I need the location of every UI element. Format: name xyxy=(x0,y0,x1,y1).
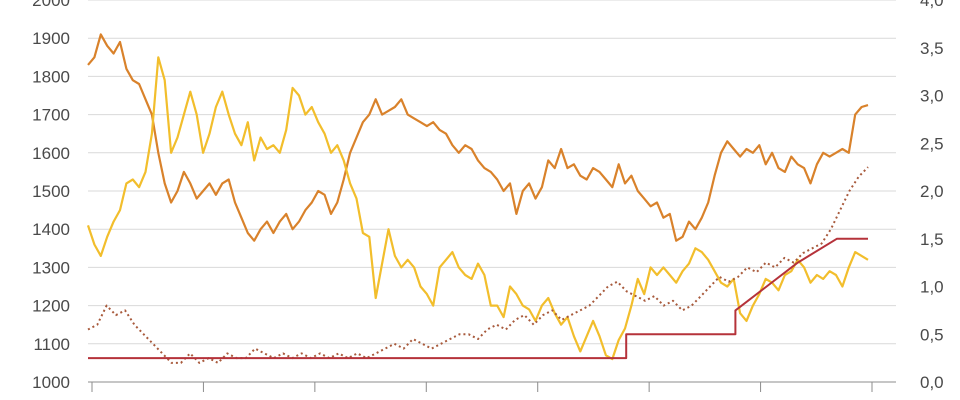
series-line-1 xyxy=(87,33,869,242)
left-tick-label: 1700 xyxy=(32,106,70,125)
left-tick-label: 1000 xyxy=(32,373,70,392)
right-axis-tick-labels: 0,0 0,5 1,0 1,5 2,0 2,5 3,0 3,5 4,0 xyxy=(920,0,944,392)
right-tick-label: 1,5 xyxy=(920,230,944,249)
right-tick-label: 2,0 xyxy=(920,182,944,201)
left-tick-label: 1400 xyxy=(32,220,70,239)
series-lines xyxy=(86,33,869,364)
right-tick-label: 4,0 xyxy=(920,0,944,10)
right-tick-label: 0,5 xyxy=(920,325,944,344)
left-tick-label: 1500 xyxy=(32,182,70,201)
left-tick-label: 1100 xyxy=(33,335,70,354)
left-tick-label: 1600 xyxy=(32,144,70,163)
right-tick-label: 3,0 xyxy=(920,87,944,106)
left-tick-label: 1800 xyxy=(32,67,70,86)
left-tick-label: 1300 xyxy=(32,258,70,277)
right-tick-label: 3,5 xyxy=(920,39,944,58)
series-line-2 xyxy=(86,56,869,361)
x-axis xyxy=(88,381,896,392)
series-line-3 xyxy=(87,166,869,364)
right-tick-label: 2,5 xyxy=(920,134,944,153)
left-tick-label: 2000 xyxy=(32,0,70,10)
right-tick-label: 0,0 xyxy=(920,373,944,392)
series-line-4 xyxy=(88,237,868,360)
gridlines xyxy=(88,0,896,345)
right-tick-label: 1,0 xyxy=(920,278,944,297)
left-tick-label: 1200 xyxy=(32,297,70,316)
left-axis-tick-labels: 1000 1100 1200 1300 1400 1500 1600 1700 1800 1900… xyxy=(32,0,70,392)
left-tick-label: 1900 xyxy=(32,29,70,48)
